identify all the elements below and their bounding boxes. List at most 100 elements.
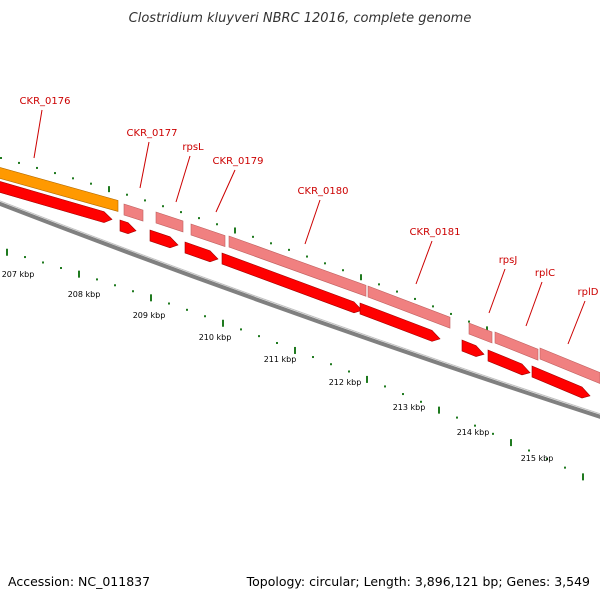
map-title: Clostridium kluyveri NBRC 12016, complet… (129, 11, 472, 26)
gene-leader-line (525, 281, 543, 327)
inner-tick (132, 290, 134, 293)
inner-tick (420, 400, 422, 403)
gene-feature-arrow (461, 339, 485, 357)
outer-tick (360, 274, 362, 281)
scale-tick-label: 207 kbp (2, 270, 35, 279)
scale-tick-label: 212 kbp (329, 378, 362, 387)
gene-cds-feature (539, 347, 600, 384)
outer-tick (216, 223, 218, 226)
inner-tick (186, 308, 188, 311)
gene-feature-arrow (487, 349, 531, 376)
inner-tick (582, 473, 584, 481)
gene-label: CKR_0181 (410, 227, 461, 238)
outer-tick (468, 320, 470, 323)
outer-tick (252, 235, 254, 238)
gene-feature-arrow (184, 241, 219, 263)
scale-tick-label: 211 kbp (264, 355, 297, 364)
gene-feature-arrow (221, 252, 363, 314)
inner-tick (438, 406, 440, 414)
gene-label: CKR_0180 (298, 186, 349, 197)
inner-tick (492, 432, 494, 435)
outer-tick (144, 199, 146, 202)
inner-tick (60, 267, 62, 270)
inner-tick (384, 385, 386, 388)
inner-tick (96, 278, 98, 281)
outer-tick (342, 269, 344, 272)
outer-tick (54, 172, 56, 175)
gene-label: CKR_0176 (20, 96, 71, 107)
outer-tick (36, 166, 38, 169)
gene-cds-feature (155, 211, 184, 233)
inner-tick (6, 248, 8, 256)
gene-leader-line (139, 141, 150, 189)
accession-text: Accession: NC_011837 (8, 574, 150, 589)
outer-tick (306, 255, 308, 258)
gene-feature-arrow (0, 181, 113, 223)
inner-tick (546, 458, 548, 461)
scale-tick-label: 209 kbp (133, 311, 166, 320)
inner-tick (222, 319, 224, 327)
gene-label: rplD (578, 287, 599, 298)
inner-tick (366, 375, 368, 383)
gene-cds-feature (190, 223, 226, 247)
inner-tick (510, 439, 512, 447)
gene-cds-feature (468, 322, 493, 344)
outer-tick (126, 193, 128, 196)
topology-text: Topology: circular; Length: 3,896,121 bp… (246, 574, 590, 589)
inner-tick (240, 328, 242, 331)
inner-tick (42, 261, 44, 264)
scale-tick-label: 214 kbp (457, 428, 490, 437)
outer-tick (234, 227, 236, 234)
gene-label: rplC (535, 268, 555, 279)
outer-tick (72, 177, 74, 180)
outer-tick (0, 157, 2, 159)
inner-tick (258, 335, 260, 338)
outer-tick (288, 248, 290, 251)
outer-tick (18, 161, 20, 164)
scale-tick-label: 208 kbp (68, 290, 101, 299)
scale-labels: 207 kbp 208 kbp 209 kbp 210 kbp 211 kbp 212 k… (2, 270, 554, 463)
gene-feature-arrow (531, 365, 591, 399)
inner-tick (564, 466, 566, 469)
inner-tick (330, 363, 332, 366)
inner-tick (114, 284, 116, 287)
outer-tick (90, 182, 92, 185)
gene-feature-arrow (149, 229, 179, 249)
inner-tick (474, 424, 476, 427)
gene-label: CKR_0177 (127, 128, 178, 139)
gene-labels: CKR_0176 CKR_0177 rpsL CKR_0179 CKR_0180 CKR_… (20, 96, 599, 345)
tick-marks (0, 157, 596, 481)
inner-tick (528, 449, 530, 452)
gene-leader-line (304, 199, 321, 245)
gene-label: rpsJ (499, 255, 518, 266)
gene-leader-line (488, 268, 506, 314)
outer-tick (270, 242, 272, 245)
inner-tick (402, 393, 404, 396)
inner-tick (294, 346, 296, 354)
genome-backbone-highlight (0, 200, 600, 415)
outer-tick (432, 305, 434, 308)
inner-tick (24, 256, 26, 259)
gene-label: rpsL (182, 142, 204, 153)
outer-tick (108, 186, 110, 193)
inner-tick (456, 416, 458, 419)
outer-tick (414, 297, 416, 300)
gene-leader-line (567, 300, 586, 345)
inner-tick (348, 370, 350, 373)
gene-cds-feature (494, 331, 539, 361)
gene-leader-line (215, 169, 236, 213)
inner-tick (150, 294, 152, 302)
inner-tick (276, 341, 278, 344)
gene-features (0, 167, 600, 399)
gene-cds-feature (367, 285, 451, 329)
genome-backbone (0, 201, 600, 419)
gene-cds-feature (228, 235, 367, 297)
gene-label: CKR_0179 (213, 156, 264, 167)
inner-tick (78, 270, 80, 278)
outer-tick (198, 217, 200, 220)
outer-tick (396, 290, 398, 293)
outer-tick (180, 211, 182, 214)
scale-tick-label: 210 kbp (199, 333, 232, 342)
gene-feature-arrow (359, 302, 441, 342)
